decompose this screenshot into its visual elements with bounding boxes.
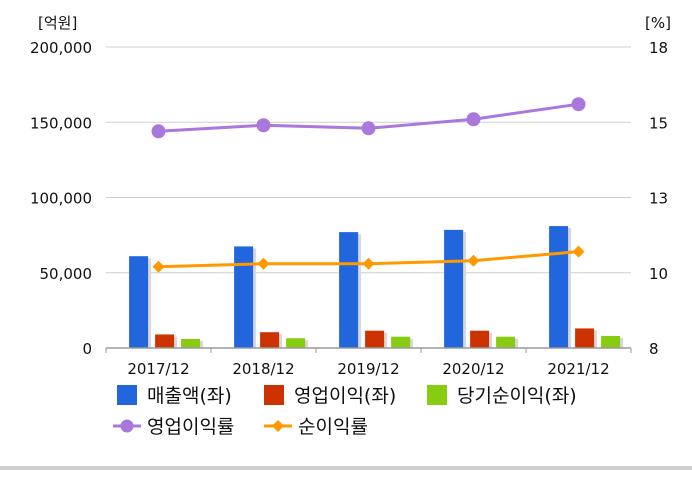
y-right-unit-label: [%]	[645, 14, 671, 32]
y-right-tick-label: 15	[649, 114, 668, 132]
x-tick-label: 2019/12	[337, 360, 399, 378]
line-point	[572, 245, 585, 258]
line-point	[362, 257, 375, 270]
legend-label-operating-margin: 영업이익률	[147, 416, 234, 438]
bar	[155, 334, 175, 348]
axes: 0 8 50,000 10 100,000 13 150,000 15 200,000 18 201…	[30, 39, 668, 378]
legend-marker-net-margin	[272, 420, 284, 432]
y-left-unit-label: [억원]	[38, 14, 77, 32]
line-point	[257, 257, 270, 270]
bar	[549, 226, 569, 348]
bars	[129, 226, 624, 348]
legend-swatch-operating-profit	[264, 385, 284, 405]
legend-label-net-margin: 순이익률	[298, 416, 368, 438]
bar	[129, 256, 149, 348]
bar	[470, 330, 490, 348]
y-left-tick-label: 100,000	[30, 190, 92, 208]
x-tick-label: 2017/12	[127, 360, 189, 378]
bar	[575, 328, 595, 348]
line-point	[467, 254, 480, 267]
bar	[260, 332, 280, 348]
x-tick-label: 2021/12	[547, 360, 609, 378]
line-point	[466, 112, 481, 127]
y-left-tick-label: 50,000	[40, 265, 93, 283]
series-lines	[151, 97, 586, 273]
legend: 매출액(좌) 영업이익(좌) 당기순이익(좌) 영업이익률 순이익률	[113, 385, 577, 438]
line-point	[152, 260, 165, 273]
bar	[601, 335, 621, 348]
bar	[444, 229, 464, 348]
bar	[181, 338, 201, 348]
line-point	[151, 124, 166, 139]
bar	[496, 336, 516, 348]
y-left-tick-label: 150,000	[30, 114, 92, 132]
legend-label-revenue: 매출액(좌)	[147, 385, 232, 407]
line-point	[256, 118, 271, 133]
x-tick-label: 2020/12	[442, 360, 504, 378]
legend-marker-operating-margin	[120, 419, 134, 433]
y-left-tick-label: 200,000	[30, 39, 92, 57]
x-tick-label: 2018/12	[232, 360, 294, 378]
y-right-tick-label: 18	[649, 39, 668, 57]
y-right-tick-label: 13	[649, 190, 668, 208]
bar	[365, 330, 385, 348]
bottom-rule	[0, 466, 692, 470]
legend-label-operating-profit: 영업이익(좌)	[294, 385, 396, 407]
y-right-tick-label: 8	[649, 340, 659, 358]
bar	[286, 338, 306, 348]
bar	[234, 246, 254, 348]
legend-label-net-income: 당기순이익(좌)	[457, 385, 577, 407]
y-left-tick-label: 0	[82, 340, 92, 358]
bar	[339, 232, 359, 348]
line-point	[571, 97, 586, 112]
y-right-tick-label: 10	[649, 265, 668, 283]
line-point	[361, 121, 376, 136]
legend-swatch-net-income	[427, 385, 447, 405]
bar	[391, 336, 411, 348]
legend-swatch-revenue	[117, 385, 137, 405]
